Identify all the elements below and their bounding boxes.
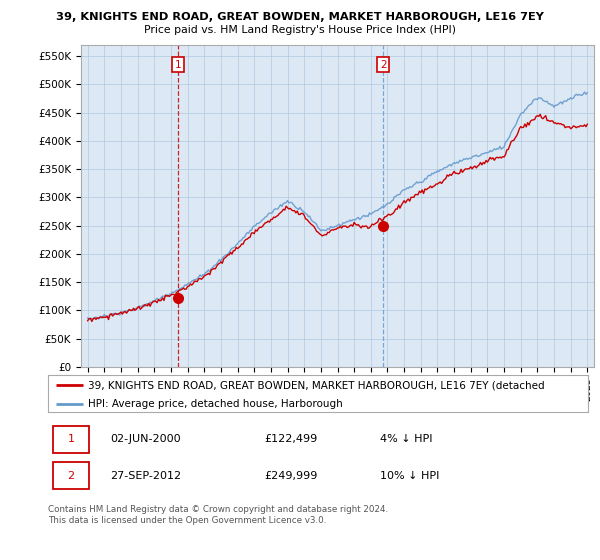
Text: 2: 2 xyxy=(67,470,74,480)
Text: 27-SEP-2012: 27-SEP-2012 xyxy=(110,470,181,480)
Text: 10% ↓ HPI: 10% ↓ HPI xyxy=(380,470,439,480)
Text: 02-JUN-2000: 02-JUN-2000 xyxy=(110,434,181,444)
Text: 39, KNIGHTS END ROAD, GREAT BOWDEN, MARKET HARBOROUGH, LE16 7EY (detached: 39, KNIGHTS END ROAD, GREAT BOWDEN, MARK… xyxy=(89,380,545,390)
Text: Price paid vs. HM Land Registry's House Price Index (HPI): Price paid vs. HM Land Registry's House … xyxy=(144,25,456,35)
Text: HPI: Average price, detached house, Harborough: HPI: Average price, detached house, Harb… xyxy=(89,399,343,409)
Text: £122,499: £122,499 xyxy=(264,434,317,444)
Text: 1: 1 xyxy=(67,434,74,444)
Bar xyxy=(53,463,89,489)
Text: 2: 2 xyxy=(380,59,386,69)
Text: Contains HM Land Registry data © Crown copyright and database right 2024.
This d: Contains HM Land Registry data © Crown c… xyxy=(48,505,388,525)
Text: 1: 1 xyxy=(175,59,181,69)
Text: 39, KNIGHTS END ROAD, GREAT BOWDEN, MARKET HARBOROUGH, LE16 7EY: 39, KNIGHTS END ROAD, GREAT BOWDEN, MARK… xyxy=(56,12,544,22)
Text: 4% ↓ HPI: 4% ↓ HPI xyxy=(380,434,433,444)
Text: £249,999: £249,999 xyxy=(264,470,317,480)
Bar xyxy=(53,426,89,452)
